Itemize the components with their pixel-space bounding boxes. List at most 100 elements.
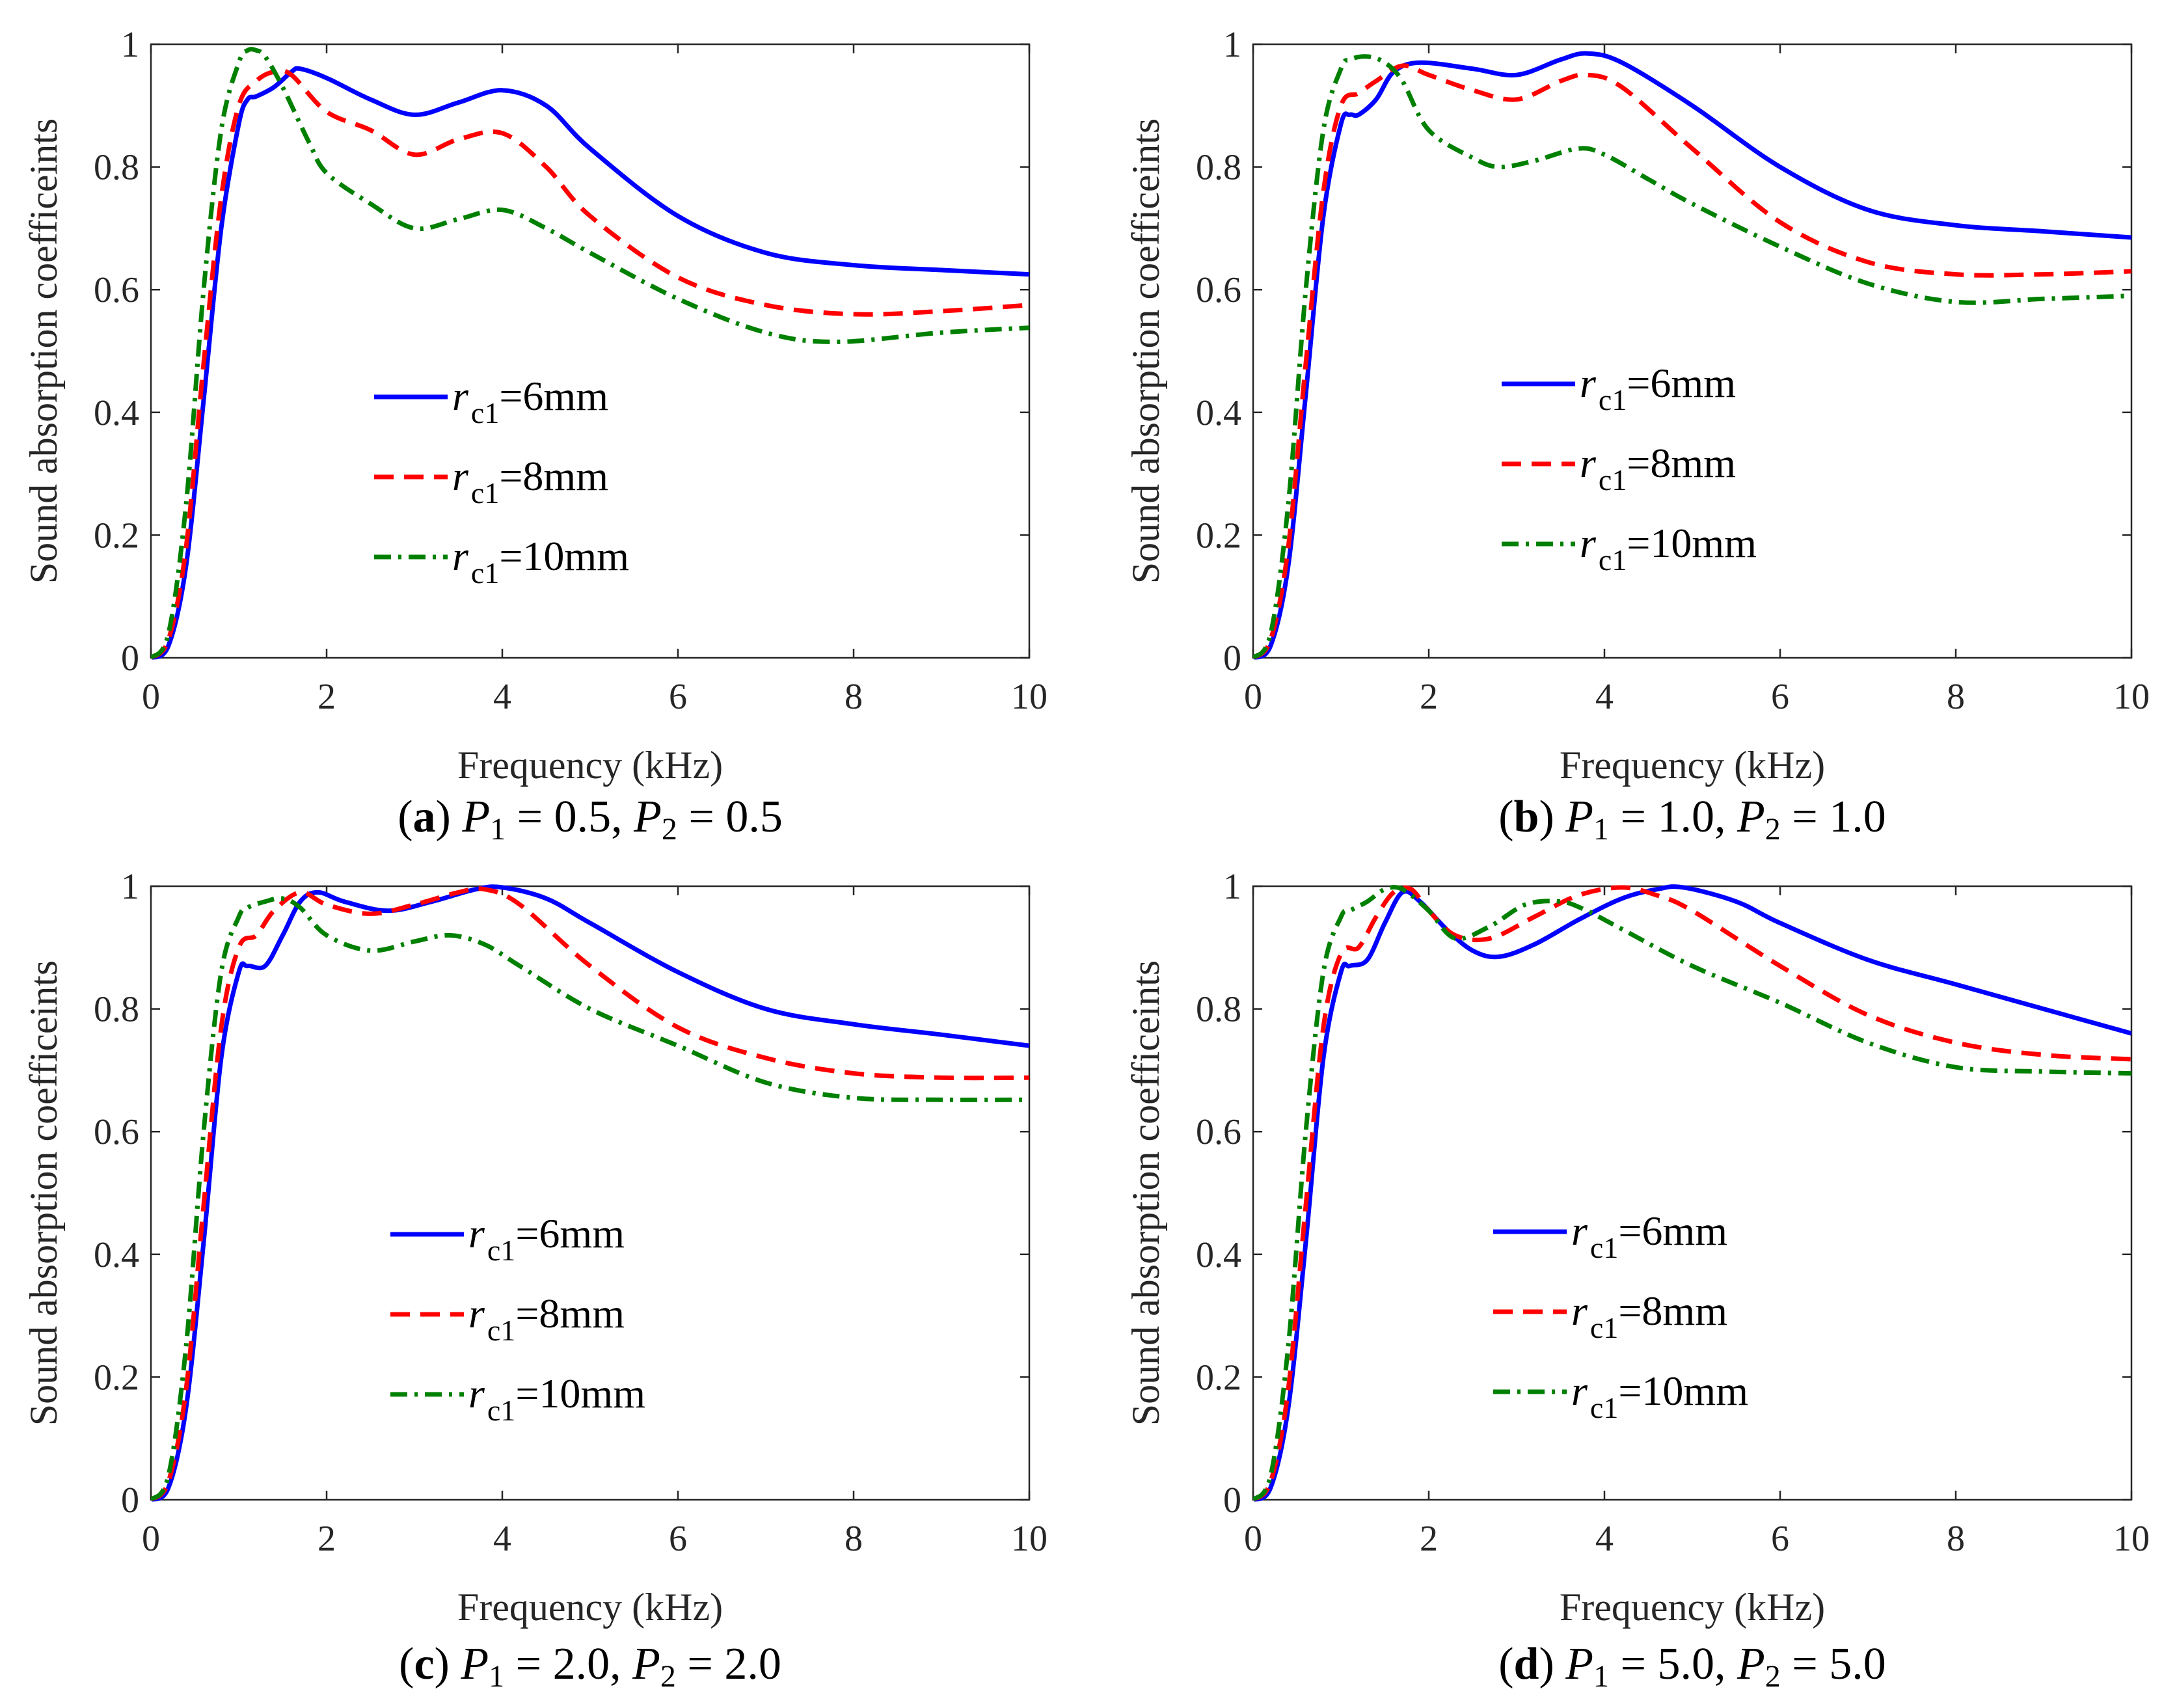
x-tick-label: 4 — [493, 677, 511, 717]
x-axis-title: Frequency (kHz) — [457, 744, 723, 787]
legend-sub: c1 — [471, 556, 499, 590]
y-tick-label: 0.4 — [1196, 393, 1241, 433]
legend-label-6mm: rc1=6mm — [468, 1210, 625, 1267]
legend-label-10mm: rc1=10mm — [468, 1370, 645, 1427]
x-tick-label: 10 — [1011, 1519, 1048, 1559]
legend-var: r — [1571, 1208, 1588, 1254]
panel-b: 0 2 4 6 8 10 0 0.2 0.4 0.6 0.8 1 Frequency (kHz) Soun… — [1124, 25, 2150, 847]
panel-caption-b: (b) P1 = 1.0, P2 = 1.0 — [1498, 792, 1886, 847]
legend-value: =10mm — [499, 533, 629, 579]
y-tick-label: 1 — [1223, 25, 1241, 65]
y-tick-label: 0.6 — [94, 270, 139, 310]
x-tick-label: 10 — [1011, 677, 1048, 717]
y-tick-label: 1 — [121, 867, 139, 907]
y-tick-label: 0.8 — [94, 148, 139, 188]
panel-d: 0 2 4 6 8 10 0 0.2 0.4 0.6 0.8 1 Frequency (kHz) Soun… — [1124, 867, 2150, 1694]
panel-c: 0 2 4 6 8 10 0 0.2 0.4 0.6 0.8 1 Frequency (kHz) Soun… — [22, 867, 1048, 1694]
x-tick-label: 6 — [669, 677, 687, 717]
x-tick-label: 8 — [1947, 1519, 1965, 1559]
legend-value: =6mm — [515, 1210, 625, 1256]
legend-label-10mm: rc1=10mm — [1580, 520, 1757, 576]
panel-caption-d: (d) P1 = 5.0, P2 = 5.0 — [1498, 1639, 1886, 1694]
x-tick-label: 0 — [142, 1519, 160, 1559]
y-axis-title: Sound absorption coefficeints — [1124, 118, 1167, 584]
series-line-10mm — [1253, 54, 2131, 660]
legend-sub: c1 — [487, 1394, 515, 1427]
x-tick-label: 2 — [318, 677, 336, 717]
y-tick-label: 1 — [1223, 867, 1241, 907]
x-tick-label: 4 — [493, 1519, 511, 1559]
x-tick-label: 2 — [1420, 1519, 1438, 1559]
panel-a: 0 2 4 6 8 10 0 0.2 0.4 0.6 0.8 1 Frequency (kHz) Soun… — [22, 25, 1048, 847]
series-line-8mm — [1253, 885, 2131, 1502]
y-tick-label: 0 — [121, 638, 139, 679]
plot-area-d — [1252, 885, 2133, 1501]
x-tick-label: 8 — [845, 677, 863, 717]
legend-value: =6mm — [1627, 360, 1736, 406]
y-tick-label: 0.6 — [1196, 270, 1241, 310]
x-tick-label: 6 — [669, 1519, 687, 1559]
y-tick-label: 1 — [121, 25, 139, 65]
y-axis-title: Sound absorption coefficeints — [22, 118, 65, 584]
panel-caption-c: (c) P1 = 2.0, P2 = 2.0 — [399, 1639, 781, 1694]
legend-label-8mm: rc1=8mm — [468, 1290, 625, 1347]
legend-sub: c1 — [1599, 463, 1627, 496]
y-tick-label: 0 — [121, 1480, 139, 1521]
y-tick-label: 0.6 — [1196, 1112, 1241, 1152]
y-tick-label: 0.2 — [1196, 515, 1241, 556]
legend-value: =10mm — [1618, 1368, 1748, 1414]
y-tick-label: 0.2 — [94, 515, 139, 556]
x-tick-label: 0 — [1244, 1519, 1262, 1559]
x-tick-label: 4 — [1595, 677, 1614, 717]
legend-var: r — [468, 1370, 485, 1417]
y-tick-label: 0.4 — [94, 393, 139, 433]
series-group — [1253, 51, 2131, 660]
legend-sub: c1 — [487, 1234, 515, 1267]
series-line-6mm — [1253, 51, 2131, 660]
legend-label-8mm: rc1=8mm — [452, 453, 608, 509]
y-axis-title: Sound absorption coefficeints — [22, 960, 65, 1426]
legend-sub: c1 — [1590, 1391, 1618, 1424]
x-tick-label: 10 — [2113, 1519, 2150, 1559]
x-tick-label: 8 — [845, 1519, 863, 1559]
legend-label-8mm: rc1=8mm — [1580, 440, 1736, 496]
y-tick-label: 0.4 — [1196, 1235, 1241, 1275]
legend-label-6mm: rc1=6mm — [1580, 360, 1736, 416]
x-tick-label: 4 — [1595, 1519, 1614, 1559]
legend-label-8mm: rc1=8mm — [1571, 1288, 1727, 1344]
panel-caption-a: (a) P1 = 0.5, P2 = 0.5 — [398, 792, 783, 847]
legend-var: r — [1571, 1288, 1588, 1334]
x-tick-label: 2 — [318, 1519, 336, 1559]
legend-var: r — [1571, 1368, 1588, 1414]
legend-var: r — [452, 373, 469, 419]
plot-area-c — [150, 885, 1031, 1501]
legend-value: =8mm — [1618, 1288, 1727, 1334]
legend-sub: c1 — [471, 476, 499, 509]
legend-value: =8mm — [1627, 440, 1736, 486]
legend-value: =8mm — [499, 453, 608, 499]
legend-value: =10mm — [1627, 520, 1757, 566]
legend-value: =8mm — [515, 1290, 625, 1336]
series-group — [151, 884, 1029, 1502]
series-group — [151, 47, 1029, 660]
x-tick-label: 6 — [1771, 1519, 1789, 1559]
x-tick-label: 10 — [2113, 677, 2150, 717]
legend-var: r — [1580, 520, 1597, 566]
y-tick-label: 0.6 — [94, 1112, 139, 1152]
legend-label-6mm: rc1=6mm — [452, 373, 608, 429]
y-axis-title: Sound absorption coefficeints — [1124, 960, 1167, 1426]
y-tick-label: 0.8 — [1196, 148, 1241, 188]
y-tick-label: 0 — [1223, 638, 1241, 679]
x-tick-label: 0 — [142, 677, 160, 717]
legend-var: r — [452, 453, 469, 499]
series-line-6mm — [1253, 884, 2131, 1502]
series-line-8mm — [151, 886, 1029, 1502]
legend-sub: c1 — [1599, 543, 1627, 576]
series-line-8mm — [1253, 63, 2131, 660]
legend-sub: c1 — [1590, 1311, 1618, 1344]
series-line-6mm — [151, 884, 1029, 1502]
